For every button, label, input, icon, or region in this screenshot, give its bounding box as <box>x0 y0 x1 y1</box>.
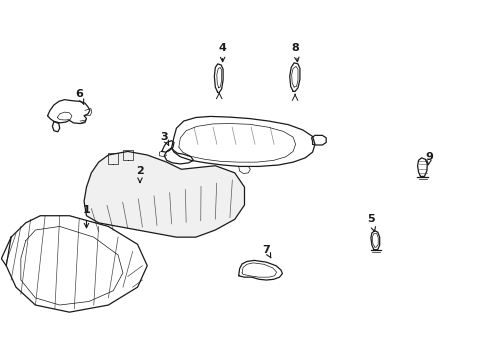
Text: 6: 6 <box>75 89 84 105</box>
Text: 1: 1 <box>82 205 90 228</box>
Text: 3: 3 <box>160 132 168 145</box>
Text: 9: 9 <box>425 152 432 165</box>
Text: 8: 8 <box>291 43 299 62</box>
Polygon shape <box>84 152 244 237</box>
Text: 4: 4 <box>218 43 226 62</box>
Text: 2: 2 <box>136 166 143 183</box>
Text: 7: 7 <box>262 245 270 258</box>
Text: 5: 5 <box>366 214 375 231</box>
